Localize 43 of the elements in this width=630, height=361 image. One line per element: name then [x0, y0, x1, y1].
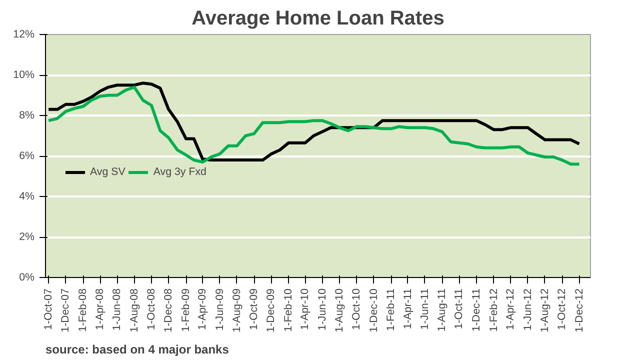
x-tick-label: 1-Apr-11 — [402, 288, 414, 330]
x-tick-label: 1-Dec-07 — [60, 288, 72, 332]
x-tick-label: 1-Aug-10 — [334, 288, 346, 332]
y-tick-label: 6% — [19, 150, 36, 162]
x-tick-label: 1-Dec-08 — [162, 288, 175, 332]
source-note: source: based on 4 major banks — [46, 342, 230, 356]
x-tick-label: 1-Oct-11 — [453, 288, 466, 330]
x-tick-label: 1-Apr-12 — [504, 288, 517, 330]
x-tick-label: 1-Apr-10 — [299, 288, 312, 330]
x-tick-label: 1-Aug-08 — [128, 288, 140, 332]
x-tick-label: 1-Feb-11 — [385, 288, 398, 331]
x-tick-label: 1-Apr-08 — [94, 288, 106, 330]
x-tick-label: 1-Jun-10 — [316, 288, 328, 331]
x-tick-label: 1-Aug-12 — [538, 288, 551, 332]
x-tick-label: 1-Oct-10 — [350, 288, 363, 330]
x-tick-label: 1-Dec-11 — [470, 288, 482, 332]
x-tick-label: 1-Aug-09 — [230, 288, 243, 332]
y-tick-label: 8% — [19, 110, 36, 122]
y-tick-label: 10% — [13, 69, 36, 81]
x-tick-label: 1-Jun-09 — [214, 288, 226, 331]
x-tick-label: 1-Dec-09 — [265, 288, 278, 332]
x-tick-label: 1-Feb-12 — [488, 288, 500, 332]
y-tick-label: 12% — [13, 28, 36, 40]
x-tick-label: 1-Oct-07 — [42, 288, 55, 330]
x-tick-label: 1-Oct-08 — [145, 288, 158, 330]
x-tick-label: 1-Jun-11 — [418, 288, 431, 330]
x-tick-label: 1-Feb-10 — [282, 288, 295, 332]
x-tick-label: 1-Jun-12 — [522, 288, 534, 331]
x-tick-label: 1-Dec-12 — [573, 288, 586, 332]
x-tick-label: 1-Oct-09 — [248, 288, 260, 330]
y-tick-label: 0% — [19, 272, 36, 284]
legend-label: Avg SV — [90, 166, 126, 178]
legend-label: Avg 3y Fxd — [153, 166, 206, 178]
x-tick-label: 1-Feb-08 — [77, 288, 90, 332]
x-tick-label: 1-Aug-11 — [436, 288, 448, 332]
x-tick-label: 1-Feb-09 — [180, 288, 192, 332]
y-tick-label: 2% — [19, 231, 36, 243]
chart-title: Average Home Loan Rates — [192, 8, 444, 30]
y-tick-label: 4% — [19, 190, 36, 202]
x-tick-label: 1-Apr-09 — [196, 288, 209, 330]
x-tick-label: 1-Dec-10 — [368, 288, 380, 332]
x-tick-label: 1-Oct-12 — [556, 288, 568, 330]
x-tick-label: 1-Jun-08 — [111, 288, 124, 331]
